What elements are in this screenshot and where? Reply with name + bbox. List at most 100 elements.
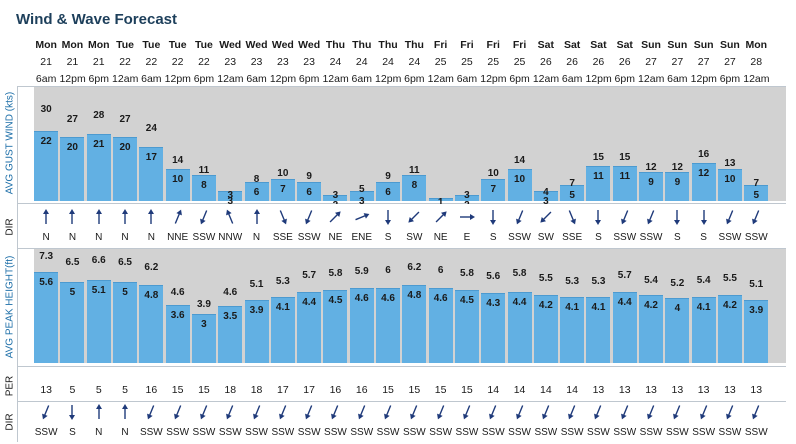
date-label: 27 [645,56,657,68]
wave-peak-value-label: 5.2 [670,278,685,289]
wind-arrow-icon [752,210,760,225]
divider [17,203,786,204]
date-label: 23 [224,56,237,68]
wind-gust-value-label: 11 [409,165,420,176]
wind-direction-label: S [384,232,392,243]
wave-avg-value-label: 4.4 [617,297,632,308]
day-label: Wed [245,39,268,51]
period-value: 5 [122,384,128,396]
date-label: 24 [329,56,342,68]
date-label: 26 [566,56,578,68]
wave-direction-label: DIR [4,413,16,431]
wave-arrow-icon [515,405,523,420]
wave-peak-value-label: 5.7 [617,270,632,281]
wave-arrow-icon [647,405,655,420]
wave-arrow-icon [305,405,313,420]
wave-direction-label: SSW [665,427,689,438]
wave-peak-value-label: 5.1 [749,279,764,290]
day-label: Sun [720,39,740,51]
day-label: Tue [194,39,213,51]
wind-avg-value-label: 3 [543,196,549,207]
wave-peak-value-label: 5.5 [538,273,553,284]
date-label: 26 [540,56,552,68]
period-value: 18 [224,384,237,396]
time-label: 6pm [88,73,109,85]
wind-direction-label: N [147,232,155,243]
time-label: 6pm [298,73,320,85]
wave-avg-value-label: 3.6 [170,310,185,321]
day-label: Mon [61,39,84,51]
day-label: Fri [512,39,527,51]
wave-direction-label: SSW [718,427,742,438]
wind-gust-value-label: 7 [569,178,575,189]
wave-avg-bar [244,300,269,363]
time-label: 12am [743,73,770,85]
wave-avg-bar [533,295,558,363]
date-label: 27 [671,56,684,68]
period-value: 14 [566,384,578,396]
wave-direction-label: N [95,427,103,438]
time-label: 6am [667,73,688,85]
wind-direction-label: SSW [613,232,637,243]
date-label: 26 [592,56,605,68]
wind-gust-value-label: 15 [619,152,631,163]
wave-peak-value-label: 4.6 [170,287,185,298]
period-value: 13 [697,384,710,396]
period-value: 13 [645,384,657,396]
time-label: 12pm [585,73,612,85]
wind-avg-value-label: 21 [93,139,105,150]
wind-avg-bar [244,182,269,201]
wind-avg-value-label: 5 [569,190,575,201]
wind-arrow-icon [69,209,76,224]
period-value: 16 [329,384,342,396]
wave-peak-value-label: 5.8 [328,268,343,279]
wave-direction-label: SSW [271,427,295,438]
wind-arrow-icon [95,209,102,224]
wind-arrow-icon [674,210,681,225]
day-label: Thu [325,39,346,51]
date-label: 25 [461,56,473,68]
day-label: Thu [378,39,398,51]
wave-peak-value-label: 5.5 [722,273,737,284]
wind-avg-value-label: 10 [724,174,736,185]
period-value: 15 [408,384,421,396]
day-label: Fri [433,39,448,51]
wave-avg-bar [402,285,427,363]
wave-avg-value-label: 5 [69,287,76,298]
wind-avg-bar [744,185,769,201]
wind-avg-bar [270,179,295,201]
wind-direction-label: NNE [167,232,189,243]
period-value: 13 [724,384,736,396]
wave-peak-value-label: 5.4 [644,275,658,286]
wave-avg-bar [560,297,585,363]
wind-avg-value-label: 8 [201,180,207,191]
period-value: 15 [461,384,473,396]
day-label: Tue [116,39,134,51]
day-label: Sat [590,39,607,51]
wave-avg-bar [86,280,111,363]
period-value: 17 [303,384,315,396]
wind-direction-row: N N N N N NNE SSW NNW N SSE SSW NE ENE S SW NE E S SSW SW SS… [34,204,786,247]
wave-arrow-icon [673,405,681,420]
wind-arrow-icon [620,210,629,225]
wind-gust-value-label: 1 [437,197,444,208]
divider [17,401,786,402]
wind-avg-value-label: 20 [119,142,131,153]
period-label: PER [4,375,16,397]
wind-gust-value-label: 4 [543,187,549,198]
wave-direction-label: S [69,427,76,438]
wind-avg-bar [60,137,85,201]
wave-direction-label: SSW [218,427,242,438]
wind-avg-value-label: 11 [593,171,604,182]
wind-gust-value-label: 27 [119,114,131,125]
wind-direction-label: SSW [639,232,663,243]
period-value: 15 [198,384,210,396]
wave-avg-bar [297,292,322,363]
wave-direction-label: SSW [587,427,610,438]
wind-gust-value-label: 12 [671,162,683,173]
wind-direction-label: S [674,232,681,243]
wave-direction-label: SSW [639,427,663,438]
wave-peak-value-label: 6.2 [407,262,422,273]
day-label: Mon [745,39,768,51]
wave-avg-bar [376,288,401,363]
